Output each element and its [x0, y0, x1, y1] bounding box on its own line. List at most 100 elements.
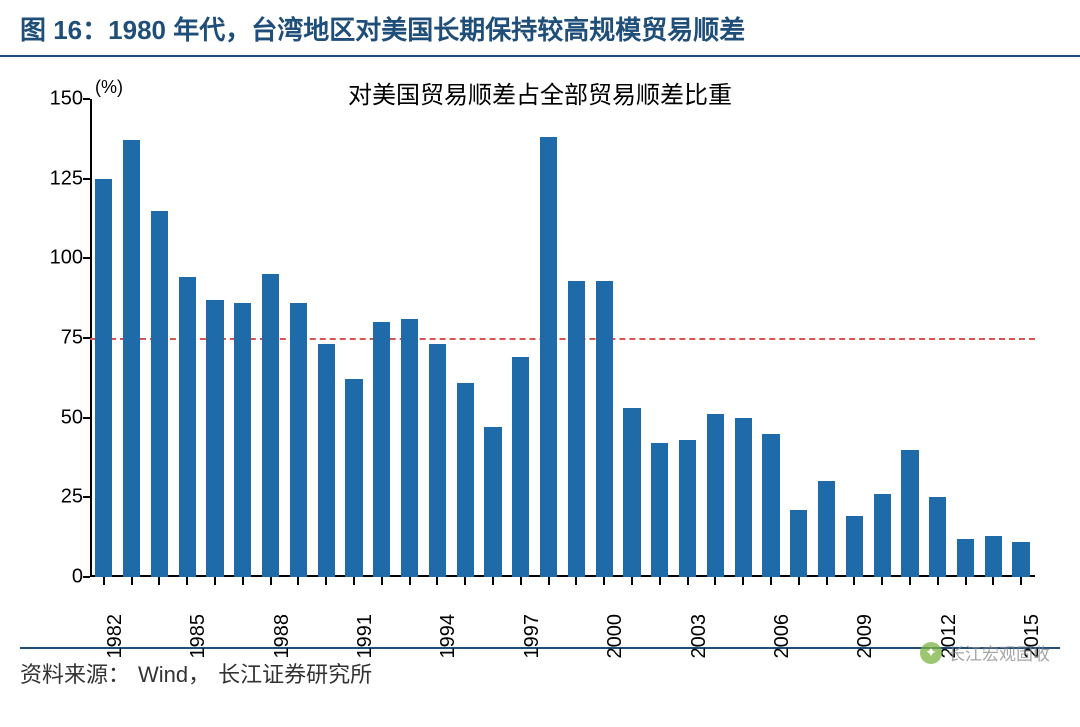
footer-source-1: Wind， [138, 657, 210, 689]
y-tick-mark [83, 417, 90, 419]
bar [707, 414, 724, 577]
footer-label: 资料来源： [20, 657, 130, 689]
x-tick-mark [270, 577, 272, 585]
bar [345, 379, 362, 577]
x-tick-label: 1997 [521, 614, 544, 659]
y-tick-mark [83, 98, 90, 100]
x-tick-label: 2006 [771, 614, 794, 659]
x-tick-label: 2000 [604, 614, 627, 659]
y-tick-mark [83, 337, 90, 339]
x-tick-mark [853, 577, 855, 585]
y-tick-mark [83, 257, 90, 259]
bar [512, 357, 529, 577]
x-tick-mark [409, 577, 411, 585]
bar [957, 539, 974, 577]
x-tick-mark [631, 577, 633, 585]
bar [457, 383, 474, 577]
x-tick-mark [881, 577, 883, 585]
bar [818, 481, 835, 577]
bar [95, 179, 112, 577]
bar [874, 494, 891, 577]
bar [484, 427, 501, 577]
x-tick-mark [214, 577, 216, 585]
x-tick-mark [909, 577, 911, 585]
y-tick-mark [83, 178, 90, 180]
bar [206, 300, 223, 577]
x-tick-mark [158, 577, 160, 585]
x-tick-mark [520, 577, 522, 585]
bar [262, 274, 279, 577]
x-tick-mark [103, 577, 105, 585]
y-tick-label: 25 [38, 486, 83, 509]
x-tick-label: 2009 [854, 614, 877, 659]
y-tick-label: 0 [38, 566, 83, 589]
figure-title: 图 16：1980 年代，台湾地区对美国长期保持较高规模贸易顺差 [0, 0, 1080, 57]
bar [623, 408, 640, 577]
bar [679, 440, 696, 577]
x-tick-label: 1982 [104, 614, 127, 659]
bar [596, 281, 613, 577]
bar [735, 418, 752, 577]
y-tick-mark [83, 496, 90, 498]
x-tick-mark [603, 577, 605, 585]
bar [762, 434, 779, 577]
wechat-icon: ✦ [920, 642, 942, 664]
x-tick-mark [965, 577, 967, 585]
x-tick-mark [548, 577, 550, 585]
bar [179, 277, 196, 577]
x-tick-mark [742, 577, 744, 585]
x-tick-mark [242, 577, 244, 585]
bar [429, 344, 446, 577]
x-tick-mark [798, 577, 800, 585]
x-tick-mark [1020, 577, 1022, 585]
x-tick-mark [714, 577, 716, 585]
bar [568, 281, 585, 577]
x-tick-label: 1985 [187, 614, 210, 659]
bar [290, 303, 307, 577]
bar [1012, 542, 1029, 577]
x-tick-mark [826, 577, 828, 585]
bar [123, 140, 140, 577]
bar [651, 443, 668, 577]
x-tick-mark [575, 577, 577, 585]
x-tick-label: 1994 [437, 614, 460, 659]
bar [929, 497, 946, 577]
bar [901, 450, 918, 577]
reference-line [90, 338, 1035, 340]
bar [846, 516, 863, 577]
bar [401, 319, 418, 577]
x-axis [90, 575, 1035, 577]
y-tick-label: 50 [38, 406, 83, 429]
x-tick-mark [659, 577, 661, 585]
bar [985, 536, 1002, 577]
x-tick-mark [492, 577, 494, 585]
y-tick-mark [83, 576, 90, 578]
x-tick-label: 1991 [354, 614, 377, 659]
footer-source-2: 长江证券研究所 [218, 657, 372, 689]
x-tick-mark [297, 577, 299, 585]
y-tick-label: 150 [38, 88, 83, 111]
x-tick-mark [687, 577, 689, 585]
y-unit-label: (%) [95, 77, 123, 98]
watermark: ✦ 长江宏观固收 [920, 640, 1050, 665]
y-tick-label: 125 [38, 167, 83, 190]
x-tick-mark [131, 577, 133, 585]
y-tick-label: 100 [38, 247, 83, 270]
x-tick-mark [464, 577, 466, 585]
x-tick-mark [436, 577, 438, 585]
chart-area: (%) 对美国贸易顺差占全部贸易顺差比重 0255075100125150198… [20, 57, 1060, 647]
x-tick-mark [381, 577, 383, 585]
watermark-text: 长江宏观固收 [948, 640, 1050, 665]
x-tick-mark [937, 577, 939, 585]
bar [318, 344, 335, 577]
x-tick-mark [325, 577, 327, 585]
x-tick-mark [770, 577, 772, 585]
bar [790, 510, 807, 577]
bar [234, 303, 251, 577]
x-tick-mark [992, 577, 994, 585]
bar [373, 322, 390, 577]
x-tick-label: 2003 [688, 614, 711, 659]
x-tick-mark [186, 577, 188, 585]
plot-region: 0255075100125150198219851988199119941997… [90, 99, 1035, 577]
x-tick-mark [353, 577, 355, 585]
